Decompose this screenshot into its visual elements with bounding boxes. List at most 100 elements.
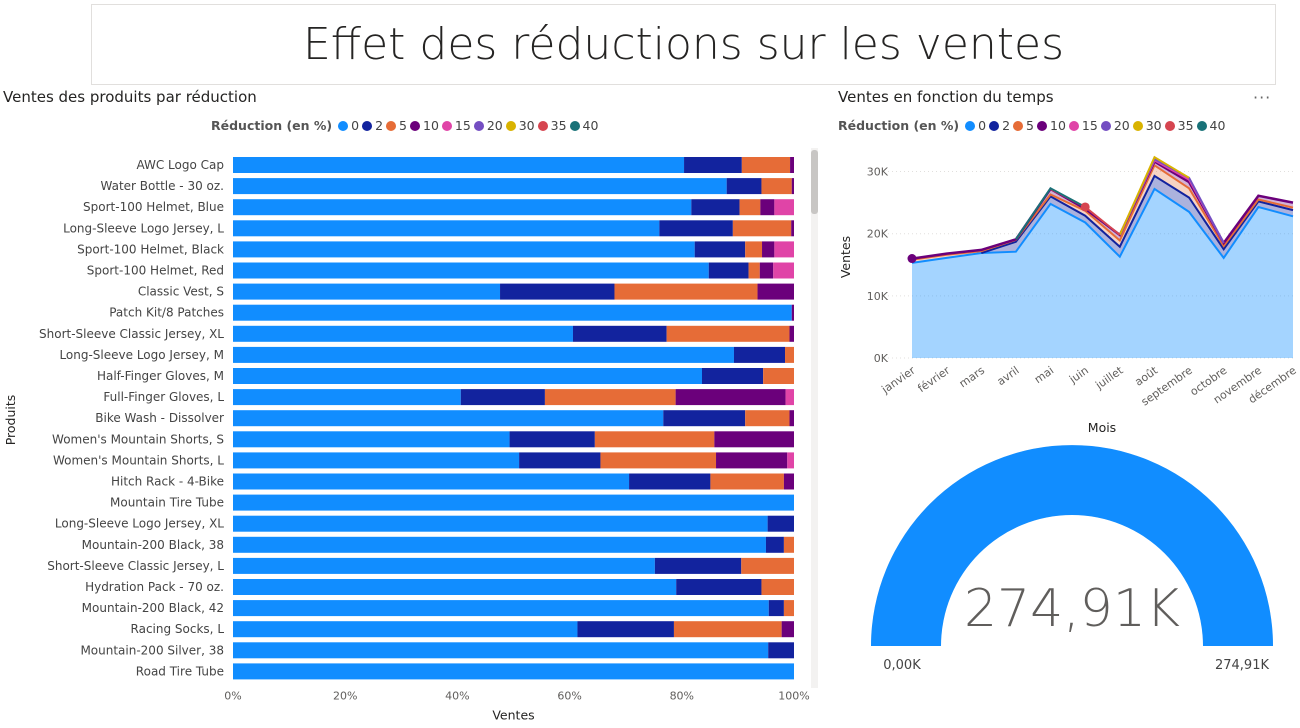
- bar-segment-2[interactable]: [768, 600, 784, 617]
- bar-segment-10[interactable]: [783, 473, 794, 490]
- bar-segment-10[interactable]: [716, 452, 788, 469]
- bar-segment-2[interactable]: [691, 199, 740, 216]
- bar-segment-0[interactable]: [233, 536, 766, 553]
- bar-segment-2[interactable]: [500, 283, 615, 300]
- bar-segment-2[interactable]: [767, 515, 794, 532]
- bar-segment-0[interactable]: [233, 199, 692, 216]
- bar-segment-10[interactable]: [762, 241, 775, 258]
- bar-segment-5[interactable]: [741, 157, 791, 173]
- area-legend-item-5[interactable]: 5: [1013, 118, 1034, 133]
- area-legend-item-40[interactable]: 40: [1196, 118, 1225, 133]
- bar-segment-5[interactable]: [594, 431, 715, 448]
- area-chart-legend[interactable]: Réduction (en %) 0 2 5 10 15 20 30 35 40: [838, 118, 1228, 133]
- bar-segment-10[interactable]: [759, 262, 774, 279]
- bar-segment-0[interactable]: [233, 557, 655, 574]
- bar-segment-10[interactable]: [760, 199, 775, 216]
- bar-segment-5[interactable]: [783, 536, 794, 553]
- bar-segment-0[interactable]: [233, 262, 709, 279]
- bar-segment-5[interactable]: [544, 389, 676, 406]
- bar-segment-0[interactable]: [233, 178, 727, 195]
- bar-segment-0[interactable]: [233, 600, 769, 617]
- bar-segment-5[interactable]: [763, 368, 794, 384]
- bar-segment-5[interactable]: [741, 557, 794, 574]
- gauge-chart[interactable]: 274,91K 0,00K 274,91K: [830, 440, 1300, 728]
- bar-segment-0[interactable]: [233, 579, 677, 595]
- bar-segment-5[interactable]: [745, 241, 763, 258]
- bar-segment-5[interactable]: [614, 283, 758, 300]
- bar-segment-0[interactable]: [233, 283, 501, 300]
- bar-segment-2[interactable]: [629, 473, 711, 490]
- area-legend-item-20[interactable]: 20: [1100, 118, 1130, 133]
- bar-segment-2[interactable]: [663, 410, 746, 427]
- bar-segment-15[interactable]: [774, 241, 794, 258]
- area-fill-0[interactable]: [912, 188, 1293, 358]
- area-line-2[interactable]: [980, 174, 1294, 254]
- bar-segment-5[interactable]: [710, 473, 784, 490]
- bar-segment-2[interactable]: [708, 262, 749, 279]
- bar-segment-10[interactable]: [714, 431, 794, 448]
- bar-segment-0[interactable]: [233, 410, 664, 427]
- bar-segment-0[interactable]: [233, 515, 768, 532]
- bar-segment-2[interactable]: [577, 621, 674, 638]
- bar-segment-0[interactable]: [233, 621, 578, 638]
- bar-segment-0[interactable]: [233, 346, 734, 363]
- area-legend-item-35[interactable]: 35: [1164, 118, 1194, 133]
- bar-segment-5[interactable]: [761, 178, 792, 195]
- bar-legend-item-20[interactable]: 20: [473, 118, 503, 133]
- bar-segment-2[interactable]: [765, 536, 784, 553]
- area-line-40[interactable]: [1015, 186, 1086, 240]
- area-legend-item-15[interactable]: 15: [1068, 118, 1098, 133]
- area-legend-item-0[interactable]: 0: [965, 118, 986, 133]
- bar-chart[interactable]: AWC Logo Cap Water Bottle - 30 oz. Sport-1…: [0, 140, 830, 728]
- bar-segment-0[interactable]: [233, 157, 685, 173]
- area-legend-item-30[interactable]: 30: [1132, 118, 1162, 133]
- bar-chart-legend[interactable]: Réduction (en %) 0 2 5 10 15 20 30 35 40: [211, 118, 601, 133]
- bar-segment-2[interactable]: [460, 389, 545, 406]
- bar-legend-item-0[interactable]: 0: [338, 118, 359, 133]
- bar-segment-0[interactable]: [233, 431, 510, 448]
- bar-chart-scrollbar-thumb[interactable]: [811, 150, 818, 214]
- bar-legend-item-35[interactable]: 35: [537, 118, 567, 133]
- bar-segment-10[interactable]: [789, 325, 794, 342]
- bar-segment-0[interactable]: [233, 389, 461, 406]
- bar-segment-10[interactable]: [790, 157, 794, 173]
- bar-segment-0[interactable]: [233, 220, 660, 237]
- bar-segment-2[interactable]: [684, 157, 742, 173]
- bar-segment-15[interactable]: [773, 262, 794, 279]
- bar-segment-2[interactable]: [654, 557, 742, 574]
- bar-segment-0[interactable]: [233, 304, 792, 321]
- bar-segment-2[interactable]: [701, 368, 764, 384]
- bar-segment-2[interactable]: [676, 579, 762, 595]
- bar-segment-5[interactable]: [666, 325, 790, 342]
- bar-segment-15[interactable]: [787, 452, 794, 469]
- bar-segment-5[interactable]: [600, 452, 717, 469]
- bar-segment-2[interactable]: [519, 452, 601, 469]
- bar-segment-5[interactable]: [748, 262, 760, 279]
- bar-segment-15[interactable]: [774, 199, 794, 216]
- bar-segment-5[interactable]: [783, 600, 794, 617]
- bar-segment-5[interactable]: [673, 621, 782, 638]
- bar-legend-item-10[interactable]: 10: [410, 118, 439, 133]
- bar-segment-10[interactable]: [789, 410, 794, 427]
- bar-segment-2[interactable]: [572, 325, 667, 342]
- bar-segment-10[interactable]: [791, 220, 794, 237]
- bar-segment-0[interactable]: [233, 663, 794, 680]
- bar-segment-15[interactable]: [785, 389, 794, 406]
- bar-segment-0[interactable]: [233, 494, 794, 511]
- bar-segment-0[interactable]: [233, 241, 695, 258]
- bar-chart-scrollbar[interactable]: [811, 148, 818, 688]
- bar-segment-0[interactable]: [233, 452, 520, 469]
- bar-legend-item-40[interactable]: 40: [569, 118, 598, 133]
- more-options-icon[interactable]: ···: [1253, 88, 1272, 107]
- bar-segment-2[interactable]: [659, 220, 733, 237]
- bar-segment-0[interactable]: [233, 325, 573, 342]
- bar-segment-5[interactable]: [732, 220, 792, 237]
- bar-legend-item-30[interactable]: 30: [505, 118, 535, 133]
- area-point-marker[interactable]: [1080, 202, 1090, 212]
- bar-segment-10[interactable]: [757, 283, 794, 300]
- bar-segment-5[interactable]: [785, 346, 794, 363]
- bar-legend-item-2[interactable]: 2: [362, 118, 383, 133]
- bar-segment-10[interactable]: [791, 304, 794, 321]
- bar-segment-10[interactable]: [675, 389, 786, 406]
- bar-legend-item-5[interactable]: 5: [386, 118, 407, 133]
